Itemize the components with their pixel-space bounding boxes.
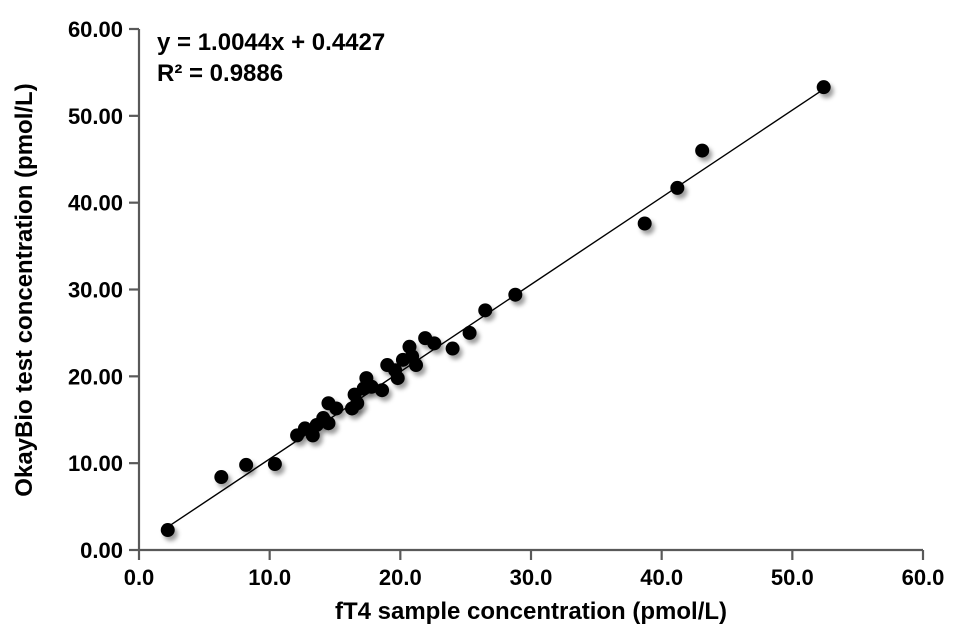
data-point — [375, 383, 390, 398]
data-point — [445, 341, 460, 356]
data-point — [695, 143, 710, 158]
trend-line — [167, 88, 825, 528]
data-point — [214, 470, 229, 485]
data-point — [160, 523, 175, 538]
x-tick-label: 30.0 — [510, 565, 553, 590]
x-tick-label: 60.0 — [902, 565, 945, 590]
x-tick-label: 10.0 — [248, 565, 291, 590]
y-tick-label: 40.00 — [68, 191, 123, 216]
y-tick-label: 60.00 — [68, 17, 123, 42]
axes-group: 0.0 10.0 20.0 30.0 40.0 50.0 60.0 0.00 10.00 20.0… — [68, 17, 944, 590]
data-point — [239, 457, 254, 472]
x-tick-label: 0.0 — [124, 565, 155, 590]
x-axis-title: fT4 sample concentration (pmol/L) — [335, 598, 727, 625]
trendline-group — [167, 88, 825, 528]
data-point — [508, 287, 523, 302]
y-tick-label: 0.00 — [80, 538, 123, 563]
regression-annotation: y = 1.0044x + 0.4427 R² = 0.9886 — [157, 27, 385, 89]
r-squared-value: R² = 0.9886 — [157, 60, 284, 87]
data-point — [267, 457, 282, 472]
y-tick-label: 20.00 — [68, 364, 123, 389]
data-point — [478, 303, 493, 318]
data-point — [427, 336, 442, 351]
y-tick-label: 30.00 — [68, 278, 123, 303]
data-point — [462, 325, 477, 340]
regression-equation: y = 1.0044x + 0.4427 — [157, 29, 386, 56]
data-point — [409, 358, 424, 373]
y-tick-label: 10.00 — [68, 451, 123, 476]
data-point — [350, 396, 365, 411]
x-tick-label: 50.0 — [771, 565, 814, 590]
x-tick-label: 20.0 — [379, 565, 422, 590]
y-axis-title: OkayBio test concentration (pmol/L) — [11, 83, 38, 496]
data-point — [637, 216, 652, 231]
data-point — [321, 416, 336, 431]
data-point — [816, 80, 831, 95]
data-point — [329, 401, 344, 416]
y-tick-label: 50.00 — [68, 104, 123, 129]
x-tick-label: 40.0 — [640, 565, 683, 590]
data-point — [670, 180, 685, 195]
data-point — [390, 371, 405, 386]
data-points-group — [160, 80, 831, 538]
